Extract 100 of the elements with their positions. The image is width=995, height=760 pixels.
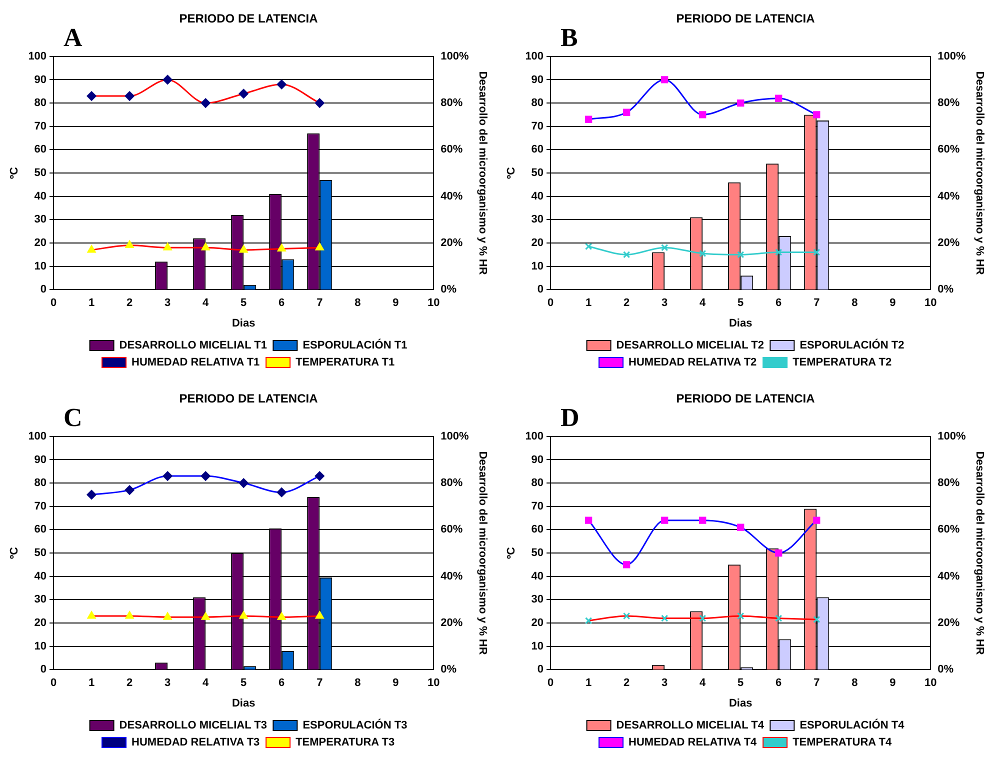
legend-label: DESARROLLO MICELIAL T4: [616, 720, 765, 732]
y-tick-label: 10: [531, 260, 544, 272]
legend-label: TEMPERATURA T2: [792, 356, 892, 369]
x-tick-label: 6: [278, 677, 285, 690]
point: [162, 74, 172, 84]
y-tick-label: 30: [34, 214, 47, 226]
y-tick-label: 30: [34, 594, 47, 606]
y2-tick-label: 0%: [440, 284, 457, 296]
x-tick-label: 9: [392, 677, 399, 690]
x-tick-label: 1: [88, 297, 95, 310]
y-tick-label: 60: [34, 524, 47, 536]
y2-tick-label: 0%: [938, 284, 954, 296]
x-tick-label: 4: [700, 677, 707, 690]
y-tick-label: 80: [531, 97, 544, 110]
y-tick-label: 100: [28, 50, 47, 62]
point: [276, 80, 286, 90]
point: [238, 478, 248, 488]
point: [813, 111, 820, 118]
x-tick-label: 7: [316, 297, 323, 310]
x-tick-label: 1: [586, 297, 592, 310]
y2-tick-label: 100%: [440, 50, 470, 62]
y-tick-label: 90: [531, 74, 544, 86]
x-tick-label: 0: [50, 677, 57, 690]
x-tick-label: 10: [924, 677, 937, 690]
y2-axis-title: Desarrollo del microorganismo y % HR: [476, 451, 488, 655]
y2-tick-label: 60%: [938, 144, 960, 156]
x-tick-label: 6: [278, 297, 285, 310]
y2-tick-label: 0%: [938, 664, 954, 676]
y-tick-label: 100: [28, 430, 47, 442]
x-axis-title: Dias: [728, 697, 752, 710]
y-tick-label: 30: [531, 594, 544, 606]
y-tick-label: 80: [531, 477, 544, 490]
x-tick-label: 8: [354, 297, 361, 310]
x-axis-title: Dias: [232, 317, 256, 330]
y-axis-title: ºC: [8, 546, 21, 559]
x-tick-label: 7: [814, 297, 820, 310]
point: [775, 94, 782, 102]
point: [86, 91, 96, 101]
y-tick-label: 20: [531, 236, 544, 249]
y-tick-label: 70: [34, 120, 47, 132]
legend-label: TEMPERATURA T1: [296, 356, 395, 369]
y2-tick-label: 80%: [938, 97, 960, 110]
x-axis-title: Dias: [728, 317, 752, 330]
y-tick-label: 0: [40, 284, 47, 296]
text: C: [64, 403, 82, 432]
x-tick-label: 4: [700, 297, 707, 310]
y-tick-label: 10: [34, 640, 47, 652]
y2-tick-label: 40%: [440, 190, 463, 202]
legend-label: DESARROLLO MICELIAL T1: [119, 340, 268, 352]
chart-title: PERIODO DE LATENCIA: [179, 12, 318, 26]
legend-label: TEMPERATURA T4: [792, 736, 892, 749]
x-tick-label: 3: [662, 297, 668, 310]
x-tick-label: 8: [852, 297, 858, 310]
y-tick-label: 0: [40, 664, 47, 676]
point: [699, 111, 706, 118]
y-tick-label: 40: [34, 570, 47, 582]
y2-tick-label: 40%: [938, 570, 960, 582]
y2-tick-label: 20%: [938, 236, 960, 249]
x-tick-label: 9: [890, 297, 896, 310]
x-tick-label: 4: [202, 297, 210, 310]
y-tick-label: 50: [34, 547, 47, 560]
point: [622, 251, 630, 258]
y-tick-label: 40: [531, 190, 544, 202]
x-tick-label: 2: [126, 297, 133, 310]
y2-axis-title: Desarrollo del microorganismo y % HR: [973, 451, 986, 655]
point: [699, 250, 706, 258]
point: [661, 516, 668, 524]
y2-tick-label: 40%: [938, 190, 960, 202]
x-tick-label: 8: [852, 677, 858, 690]
point: [737, 524, 744, 531]
legend-label: HUMEDAD RELATIVA T4: [628, 736, 758, 749]
y2-tick-label: 20%: [440, 616, 463, 629]
legend-label: HUMEDAD RELATIVA T3: [132, 736, 260, 749]
x-tick-label: 7: [316, 677, 323, 690]
y-tick-label: 20: [34, 616, 47, 629]
y-tick-label: 50: [531, 167, 544, 180]
x-tick-label: 6: [776, 677, 782, 690]
x-tick-label: 10: [428, 677, 440, 690]
y2-tick-label: 100%: [440, 430, 470, 442]
legend-label: ESPORULACIÓN T2: [800, 338, 904, 352]
y-tick-label: 40: [34, 190, 47, 202]
text: B: [560, 23, 578, 52]
legend-label: TEMPERATURA T3: [296, 736, 395, 749]
y-tick-label: 50: [34, 167, 47, 180]
x-tick-label: 7: [814, 677, 820, 690]
point: [622, 561, 630, 568]
x-tick-label: 4: [202, 677, 210, 690]
x-tick-label: 3: [662, 677, 668, 690]
legend-label: ESPORULACIÓN T1: [302, 338, 408, 352]
y2-axis-title: Desarrollo del microorganismo y % HR: [476, 71, 488, 275]
y-tick-label: 60: [531, 144, 544, 156]
point: [314, 98, 324, 108]
y2-tick-label: 20%: [938, 616, 960, 629]
x-tick-label: 8: [354, 677, 361, 690]
y-axis-title: ºC: [8, 166, 21, 179]
y-tick-label: 10: [34, 260, 47, 272]
y2-tick-label: 60%: [440, 144, 463, 156]
point: [584, 242, 592, 250]
x-tick-label: 0: [547, 677, 554, 690]
x-tick-label: 9: [890, 677, 896, 690]
